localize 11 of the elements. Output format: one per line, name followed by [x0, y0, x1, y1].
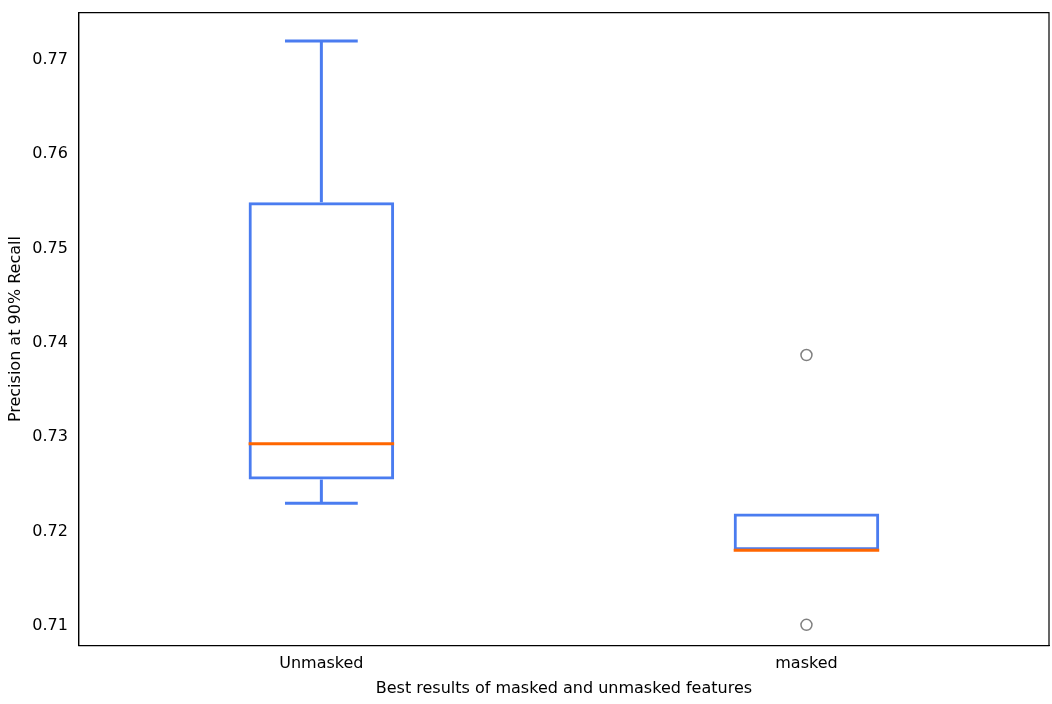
- y-tick-label: 0.72: [32, 520, 68, 540]
- x-tick-label: Unmasked: [279, 653, 364, 673]
- y-tick-label: 0.71: [32, 614, 68, 634]
- y-tick-label: 0.73: [32, 426, 68, 446]
- y-tick-label: 0.76: [32, 143, 68, 163]
- y-axis-title: Precision at 90% Recall: [4, 236, 24, 423]
- y-tick-label: 0.77: [32, 48, 68, 68]
- x-axis-title: Best results of masked and unmasked features: [375, 677, 753, 697]
- y-tick-label: 0.74: [32, 331, 68, 351]
- y-tick-label: 0.75: [32, 237, 68, 257]
- x-tick-label: masked: [775, 653, 838, 673]
